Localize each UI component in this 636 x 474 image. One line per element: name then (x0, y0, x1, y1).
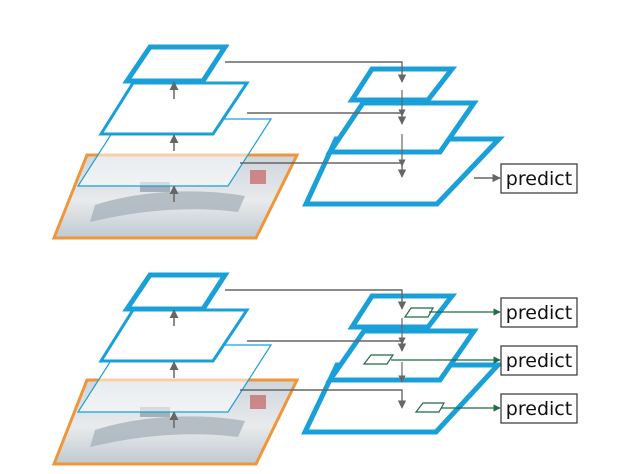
top-top-down-level-2 (325, 100, 479, 155)
bottom-predict-box-2 (500, 345, 578, 376)
bottom-anchor-window-1 (403, 307, 435, 318)
bottom-predict-label-1: predict (506, 302, 572, 324)
bottom-anchor-window-2 (362, 354, 395, 365)
top-bottom-up-pyramid (51, 44, 300, 240)
top-lateral-connections (225, 61, 407, 178)
bottom-top-down-level-3 (347, 293, 458, 330)
top-diagram: predict (51, 44, 578, 240)
bottom-anchor-window-3 (414, 402, 446, 413)
bottom-diagram: predict predict predict (51, 272, 578, 466)
top-top-down-pyramid (302, 66, 505, 207)
bottom-bottom-up-level-2 (98, 308, 250, 363)
bottom-predict-box-1 (500, 297, 578, 328)
bottom-predict-label-3: predict (506, 398, 572, 420)
bottom-bottom-up-pyramid (51, 272, 300, 466)
bottom-predict-box-3 (500, 393, 578, 424)
bottom-lateral-connections (225, 289, 407, 409)
bottom-predict-label-2: predict (506, 350, 572, 372)
top-top-down-level-3 (347, 66, 458, 103)
bottom-bottom-up-level-3 (122, 272, 230, 312)
top-bottom-up-level-2 (98, 81, 250, 136)
top-bottom-up-level-3 (122, 44, 230, 84)
top-predict-label: predict (506, 168, 572, 190)
top-predict-box (500, 163, 578, 194)
bottom-top-down-level-2 (325, 328, 479, 383)
